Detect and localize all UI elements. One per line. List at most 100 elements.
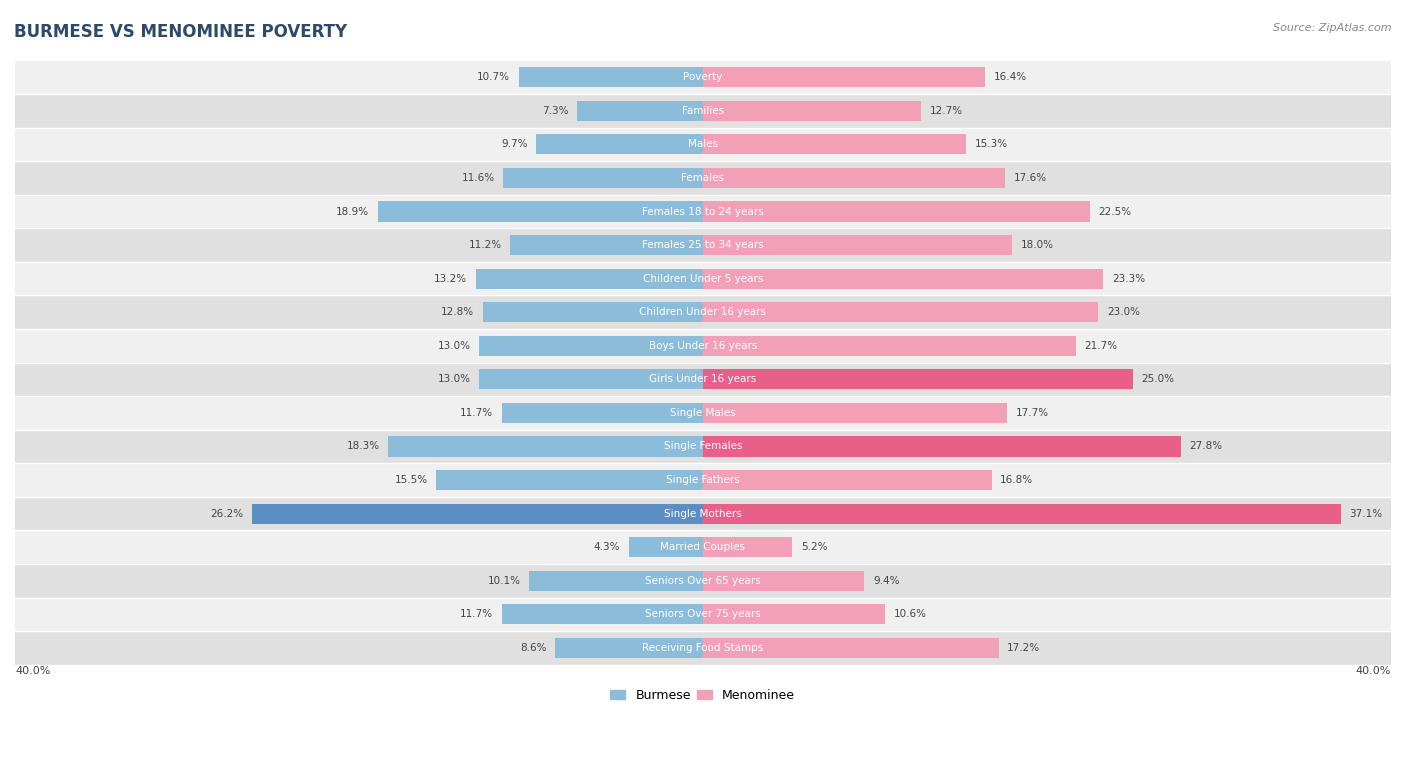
Bar — [703, 235, 1012, 255]
Text: 13.0%: 13.0% — [437, 341, 471, 351]
Text: Married Couples: Married Couples — [661, 542, 745, 552]
Bar — [482, 302, 703, 322]
Text: 11.6%: 11.6% — [461, 173, 495, 183]
Text: 8.6%: 8.6% — [520, 643, 547, 653]
Bar — [703, 67, 984, 87]
Text: 18.0%: 18.0% — [1021, 240, 1054, 250]
Bar — [252, 503, 703, 524]
Text: 15.3%: 15.3% — [974, 139, 1008, 149]
Text: 11.7%: 11.7% — [460, 408, 494, 418]
Text: Females: Females — [682, 173, 724, 183]
Bar — [15, 195, 1391, 228]
Bar — [479, 369, 703, 390]
Text: 9.4%: 9.4% — [873, 576, 900, 586]
Bar — [15, 597, 1391, 631]
Text: 17.6%: 17.6% — [1014, 173, 1047, 183]
Text: 40.0%: 40.0% — [15, 666, 51, 676]
Bar — [628, 537, 703, 557]
Text: 10.1%: 10.1% — [488, 576, 520, 586]
Text: Seniors Over 65 years: Seniors Over 65 years — [645, 576, 761, 586]
Bar — [15, 329, 1391, 362]
Bar — [703, 470, 991, 490]
Bar — [703, 537, 792, 557]
Bar — [15, 61, 1391, 94]
Text: 11.7%: 11.7% — [460, 609, 494, 619]
Bar — [703, 101, 921, 121]
Bar — [703, 637, 998, 658]
Text: Children Under 16 years: Children Under 16 years — [640, 307, 766, 317]
Bar — [703, 168, 1005, 188]
Bar — [15, 430, 1391, 463]
Bar — [15, 496, 1391, 531]
Bar — [703, 503, 1341, 524]
Text: Poverty: Poverty — [683, 72, 723, 83]
Text: 5.2%: 5.2% — [801, 542, 827, 552]
Bar — [15, 631, 1391, 665]
Text: Source: ZipAtlas.com: Source: ZipAtlas.com — [1274, 23, 1392, 33]
Bar — [703, 268, 1104, 289]
Text: 10.6%: 10.6% — [894, 609, 927, 619]
Text: 26.2%: 26.2% — [211, 509, 243, 518]
Bar — [502, 604, 703, 625]
Bar — [703, 369, 1133, 390]
Text: 21.7%: 21.7% — [1084, 341, 1118, 351]
Bar — [578, 101, 703, 121]
Bar — [15, 531, 1391, 564]
Bar — [703, 302, 1098, 322]
Bar — [519, 67, 703, 87]
Text: 25.0%: 25.0% — [1142, 374, 1174, 384]
Bar — [703, 134, 966, 155]
Text: 18.9%: 18.9% — [336, 206, 370, 217]
Bar — [536, 134, 703, 155]
Text: Single Fathers: Single Fathers — [666, 475, 740, 485]
Bar — [503, 168, 703, 188]
Bar — [703, 202, 1090, 221]
Text: Single Males: Single Males — [671, 408, 735, 418]
Text: 40.0%: 40.0% — [1355, 666, 1391, 676]
Text: 16.4%: 16.4% — [994, 72, 1026, 83]
Text: 7.3%: 7.3% — [543, 106, 568, 116]
Bar — [703, 402, 1007, 423]
Text: 10.7%: 10.7% — [477, 72, 510, 83]
Text: 23.0%: 23.0% — [1107, 307, 1140, 317]
Text: 17.7%: 17.7% — [1015, 408, 1049, 418]
Bar — [15, 564, 1391, 597]
Text: 12.7%: 12.7% — [929, 106, 963, 116]
Bar — [378, 202, 703, 221]
Bar — [555, 637, 703, 658]
Text: Females 18 to 24 years: Females 18 to 24 years — [643, 206, 763, 217]
Text: Females 25 to 34 years: Females 25 to 34 years — [643, 240, 763, 250]
Text: 23.3%: 23.3% — [1112, 274, 1144, 283]
Bar — [15, 228, 1391, 262]
Text: Single Females: Single Females — [664, 441, 742, 452]
Text: 13.0%: 13.0% — [437, 374, 471, 384]
Bar — [436, 470, 703, 490]
Text: 15.5%: 15.5% — [395, 475, 427, 485]
Text: 13.2%: 13.2% — [434, 274, 467, 283]
Text: 27.8%: 27.8% — [1189, 441, 1222, 452]
Text: 37.1%: 37.1% — [1350, 509, 1382, 518]
Bar — [15, 296, 1391, 329]
Text: 4.3%: 4.3% — [593, 542, 620, 552]
Text: Families: Families — [682, 106, 724, 116]
Bar — [15, 396, 1391, 430]
Text: Children Under 5 years: Children Under 5 years — [643, 274, 763, 283]
Text: Receiving Food Stamps: Receiving Food Stamps — [643, 643, 763, 653]
Bar — [703, 571, 865, 590]
Text: 18.3%: 18.3% — [346, 441, 380, 452]
Text: BURMESE VS MENOMINEE POVERTY: BURMESE VS MENOMINEE POVERTY — [14, 23, 347, 41]
Text: 12.8%: 12.8% — [441, 307, 474, 317]
Bar — [529, 571, 703, 590]
Bar — [510, 235, 703, 255]
Bar — [15, 161, 1391, 195]
Bar — [703, 604, 884, 625]
Text: 16.8%: 16.8% — [1000, 475, 1033, 485]
Legend: Burmese, Menominee: Burmese, Menominee — [606, 684, 800, 706]
Text: Girls Under 16 years: Girls Under 16 years — [650, 374, 756, 384]
Text: Seniors Over 75 years: Seniors Over 75 years — [645, 609, 761, 619]
Bar — [15, 362, 1391, 396]
Bar — [15, 127, 1391, 161]
Bar — [15, 463, 1391, 496]
Bar — [703, 336, 1076, 356]
Bar — [15, 94, 1391, 127]
